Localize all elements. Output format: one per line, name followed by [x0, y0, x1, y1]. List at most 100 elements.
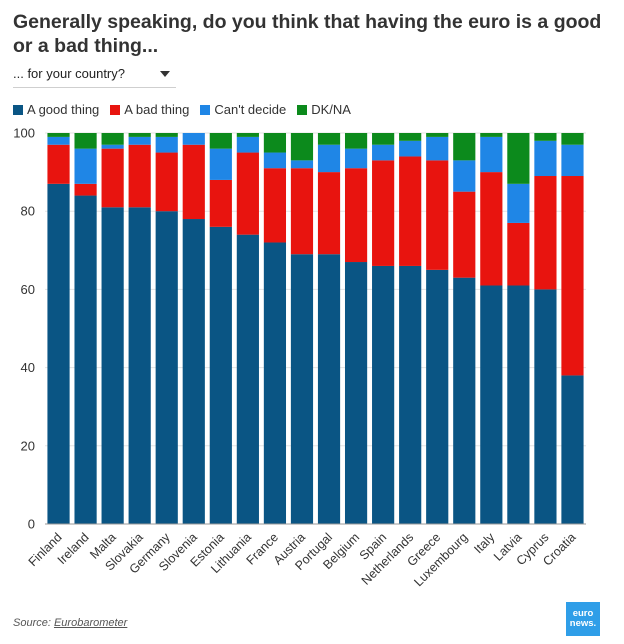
- bar-segment[interactable]: [290, 160, 314, 169]
- bar-segment[interactable]: [263, 133, 287, 153]
- bar-segment[interactable]: [426, 133, 449, 137]
- bar-segment[interactable]: [209, 179, 232, 227]
- stacked-bar-chart: 020406080100FinlandIrelandMaltaSlovakiaG…: [13, 126, 586, 589]
- bar-segment[interactable]: [74, 148, 97, 184]
- bar-segment[interactable]: [317, 254, 341, 524]
- bar-segment[interactable]: [399, 156, 422, 266]
- bar-segment[interactable]: [101, 133, 124, 145]
- legend-label: A bad thing: [124, 102, 190, 117]
- bar-segment[interactable]: [236, 133, 259, 137]
- bar-segment[interactable]: [344, 262, 368, 524]
- bar-segment[interactable]: [263, 168, 287, 243]
- bar-segment[interactable]: [561, 375, 584, 524]
- bar-segment[interactable]: [480, 136, 503, 173]
- bar-segment[interactable]: [453, 133, 476, 161]
- bar-segment[interactable]: [236, 234, 259, 524]
- bar-segment[interactable]: [101, 148, 124, 208]
- bar-segment[interactable]: [290, 168, 314, 255]
- bar-segment[interactable]: [317, 172, 341, 255]
- bar-segment[interactable]: [74, 183, 97, 196]
- source-note: Source: Eurobarometer: [13, 617, 127, 629]
- bar-segment[interactable]: [561, 176, 584, 376]
- bar-segment[interactable]: [399, 265, 422, 524]
- bar-segment[interactable]: [182, 133, 205, 145]
- bar-segment[interactable]: [74, 195, 97, 524]
- y-tick-label: 80: [21, 204, 35, 219]
- bar-segment[interactable]: [209, 226, 232, 524]
- bar-segment[interactable]: [426, 269, 449, 524]
- bar-segment[interactable]: [453, 277, 476, 524]
- y-tick-label: 40: [21, 360, 35, 375]
- legend-item[interactable]: DK/NA: [297, 101, 351, 119]
- bar-segment[interactable]: [263, 242, 287, 525]
- bar-segment[interactable]: [561, 144, 584, 177]
- bar-segment[interactable]: [372, 160, 395, 266]
- bar-segment[interactable]: [507, 183, 530, 223]
- legend-item[interactable]: A good thing: [13, 101, 99, 119]
- legend-swatch: [13, 105, 23, 115]
- bar-segment[interactable]: [209, 148, 232, 180]
- legend-swatch: [110, 105, 121, 115]
- bar-segment[interactable]: [290, 254, 314, 524]
- bar-segment[interactable]: [480, 133, 503, 137]
- legend-swatch: [200, 105, 211, 115]
- bar-segment[interactable]: [74, 133, 97, 149]
- bar-segment[interactable]: [236, 136, 259, 153]
- bar-segment[interactable]: [344, 168, 368, 263]
- bar-segment[interactable]: [155, 133, 178, 137]
- legend-item[interactable]: A bad thing: [110, 101, 189, 119]
- y-tick-label: 100: [13, 126, 35, 141]
- bar-segment[interactable]: [128, 144, 151, 208]
- bar-segment[interactable]: [534, 289, 557, 524]
- bar-segment[interactable]: [155, 136, 178, 153]
- bar-segment[interactable]: [128, 136, 151, 145]
- bar-segment[interactable]: [561, 133, 584, 145]
- bar-segment[interactable]: [263, 152, 287, 169]
- bar-segment[interactable]: [290, 133, 314, 161]
- bar-segment[interactable]: [155, 152, 178, 212]
- bar-segment[interactable]: [182, 219, 205, 524]
- bar-segment[interactable]: [344, 148, 368, 169]
- bar-segment[interactable]: [372, 265, 395, 524]
- bar-segment[interactable]: [534, 176, 557, 290]
- bar-segment[interactable]: [453, 191, 476, 278]
- bar-segment[interactable]: [480, 285, 503, 524]
- bar-segment[interactable]: [344, 133, 368, 149]
- selector-value: ... for your country?: [13, 66, 125, 81]
- legend-label: A good thing: [27, 102, 100, 117]
- bar-segment[interactable]: [155, 211, 178, 524]
- question-selector-dropdown[interactable]: ... for your country?: [13, 63, 176, 88]
- bar-segment[interactable]: [128, 133, 151, 137]
- bar-segment[interactable]: [372, 133, 395, 145]
- bar-segment[interactable]: [426, 136, 449, 161]
- bar-segment[interactable]: [101, 207, 124, 525]
- source-link[interactable]: Eurobarometer: [53, 617, 128, 629]
- bar-segment[interactable]: [507, 133, 530, 184]
- bar-segment[interactable]: [47, 144, 70, 184]
- bar-segment[interactable]: [372, 144, 395, 161]
- bar-segment[interactable]: [534, 140, 557, 177]
- bar-segment[interactable]: [47, 133, 70, 137]
- x-tick-label: Finland: [26, 530, 65, 569]
- bar-segment[interactable]: [182, 144, 205, 220]
- bar-segment[interactable]: [317, 144, 341, 173]
- bar-segment[interactable]: [507, 222, 530, 286]
- legend-item[interactable]: Can't decide: [200, 101, 286, 119]
- bar-segment[interactable]: [47, 136, 70, 145]
- bar-segment[interactable]: [209, 133, 232, 149]
- logo-line-1: euro: [572, 608, 594, 619]
- bar-segment[interactable]: [534, 133, 557, 141]
- bar-segment[interactable]: [399, 140, 422, 157]
- bar-segment[interactable]: [101, 144, 124, 149]
- bar-segment[interactable]: [399, 133, 422, 141]
- legend-label: Can't decide: [214, 102, 287, 117]
- bar-segment[interactable]: [128, 207, 151, 525]
- bar-segment[interactable]: [317, 133, 341, 145]
- bar-segment[interactable]: [236, 152, 259, 235]
- y-tick-label: 0: [28, 517, 35, 532]
- bar-segment[interactable]: [453, 160, 476, 192]
- bar-segment[interactable]: [47, 183, 70, 524]
- bar-segment[interactable]: [480, 172, 503, 286]
- bar-segment[interactable]: [507, 285, 530, 524]
- bar-segment[interactable]: [426, 160, 449, 270]
